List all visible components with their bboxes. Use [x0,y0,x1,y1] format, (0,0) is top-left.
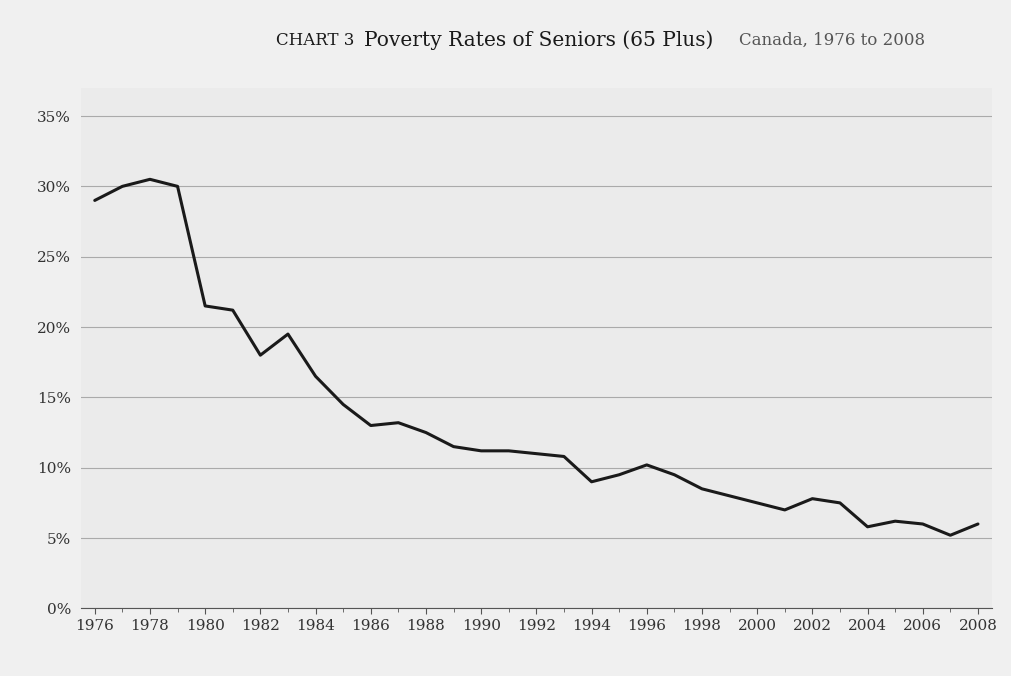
Text: CHART 3: CHART 3 [276,32,354,49]
Text: Poverty Rates of Seniors (65 Plus): Poverty Rates of Seniors (65 Plus) [364,30,713,51]
Text: Canada, 1976 to 2008: Canada, 1976 to 2008 [738,32,924,49]
